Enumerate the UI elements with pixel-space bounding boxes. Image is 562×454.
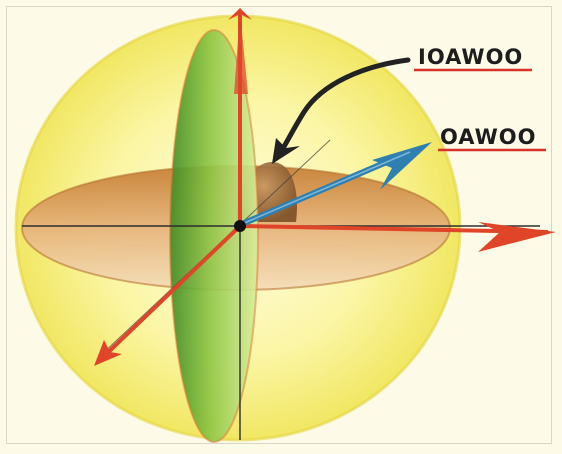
origin-point — [234, 220, 246, 232]
pointer-arrow — [272, 57, 411, 164]
lower-label: OAWOO — [440, 125, 536, 149]
upper-label: IOAWOO — [418, 45, 523, 69]
vertical-plane — [169, 29, 259, 443]
vector-arrow — [240, 142, 432, 227]
vertical-axis-arrow — [228, 8, 252, 226]
horizontal-axis-arrow — [239, 222, 556, 252]
diagonal-axis-arrow — [94, 224, 242, 366]
